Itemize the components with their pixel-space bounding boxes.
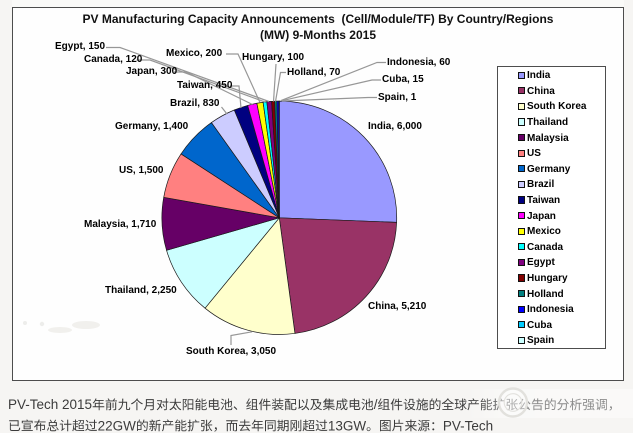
svg-text:PV-Tech: PV-Tech: [443, 418, 493, 433]
svg-text:/: /: [374, 397, 378, 412]
svg-text:PV-Tech 2015: PV-Tech 2015: [8, 397, 92, 412]
svg-text:13GW: 13GW: [328, 418, 367, 433]
svg-text:22GW: 22GW: [98, 418, 137, 433]
